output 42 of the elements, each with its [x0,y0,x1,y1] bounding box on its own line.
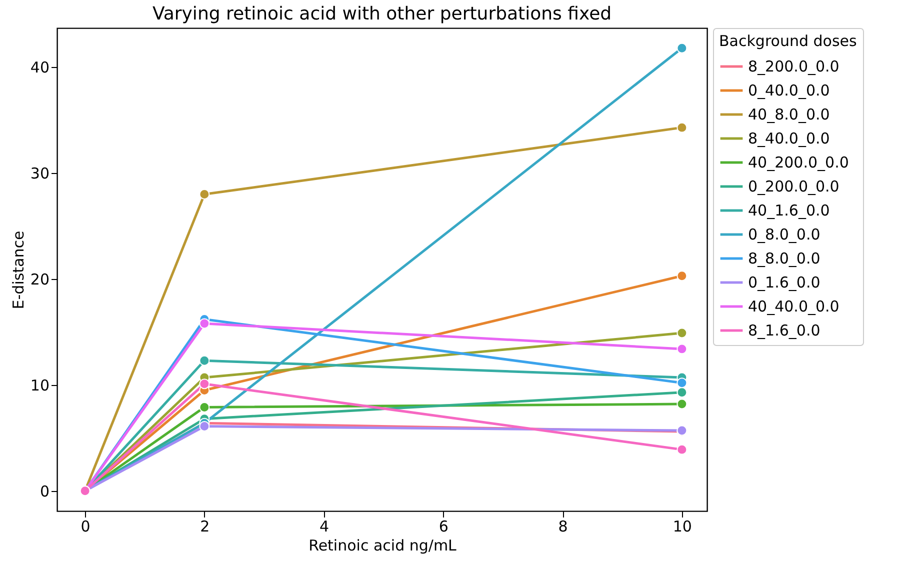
y-tick-label: 0 [40,482,50,500]
point [676,344,688,354]
point [676,378,688,388]
legend-label: 0_40.0_0.0 [748,82,830,100]
legend-label: 40_200.0_0.0 [748,154,849,172]
point [676,42,688,54]
point [199,402,210,412]
y-tick-label: 10 [30,376,50,394]
legend-label: 8_200.0_0.0 [748,58,840,76]
point [676,270,688,282]
legend-label: 8_1.6_0.0 [748,322,820,340]
y-axis-title: E-distance [9,230,28,310]
y-tick-label: 30 [30,164,50,183]
legend-label: 8_8.0_0.0 [748,250,820,268]
legend-label: 40_8.0_0.0 [748,106,830,124]
point [676,328,688,338]
legend-label: 8_40.0_0.0 [748,130,830,148]
legend-label: 0_200.0_0.0 [748,178,840,196]
x-tick-label: 8 [558,518,568,536]
x-tick-label: 6 [438,518,448,536]
legend-label: 0_1.6_0.0 [748,274,820,292]
legend-label: 40_40.0_0.0 [748,298,840,316]
x-tick-label: 4 [320,518,330,536]
legend-label: 0_8.0_0.0 [748,226,820,244]
y-tick-label: 20 [30,270,50,289]
legend-title: Background doses [719,32,857,50]
legend-label: 40_1.6_0.0 [748,202,830,220]
point [199,378,210,390]
x-tick-label: 0 [80,518,90,536]
point [199,355,210,366]
x-axis-title: Retinoic acid ng/mL [308,536,458,554]
point [676,387,688,398]
point [676,398,688,410]
chart-title: Varying retinoic acid with other perturbations fixed [152,4,612,24]
point [199,421,210,432]
point [199,318,210,329]
y-tick-label: 40 [30,58,50,77]
x-tick-label: 2 [200,518,210,536]
point [676,122,688,133]
x-tick-label: 10 [672,518,692,536]
point [199,189,210,200]
point [676,444,688,455]
